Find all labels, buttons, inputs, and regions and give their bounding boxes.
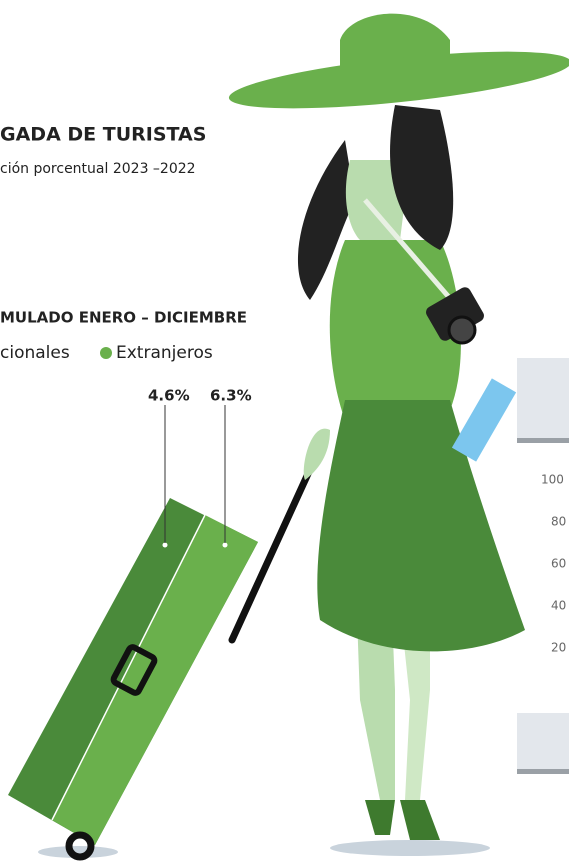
marker <box>163 543 168 548</box>
value-label: 4.6% <box>148 387 190 405</box>
tick-label: 100 <box>541 473 564 487</box>
section-title: MULADO ENERO – DICIEMBRE <box>0 309 247 327</box>
infographic: GADA DE TURISTAS ción porcentual 2023 –2… <box>0 0 569 861</box>
tick-label: 80 <box>551 515 566 529</box>
legend-label: Extranjeros <box>116 343 213 363</box>
panel-bar <box>517 438 569 443</box>
panel <box>517 713 569 771</box>
subtitle: ción porcentual 2023 –2022 <box>0 161 196 177</box>
title: GADA DE TURISTAS <box>0 124 206 146</box>
panel <box>517 358 569 440</box>
marker <box>223 543 228 548</box>
value-label: 6.3% <box>210 387 252 405</box>
shadow <box>330 840 490 856</box>
axis: 100 80 60 40 20 <box>541 473 566 655</box>
legend-label: cionales <box>0 343 70 363</box>
tick-label: 60 <box>551 557 566 571</box>
tick-label: 40 <box>551 599 566 613</box>
legend-dot <box>100 347 112 359</box>
tick-label: 20 <box>551 641 566 655</box>
wheel <box>69 835 91 857</box>
panel-bar <box>517 769 569 774</box>
